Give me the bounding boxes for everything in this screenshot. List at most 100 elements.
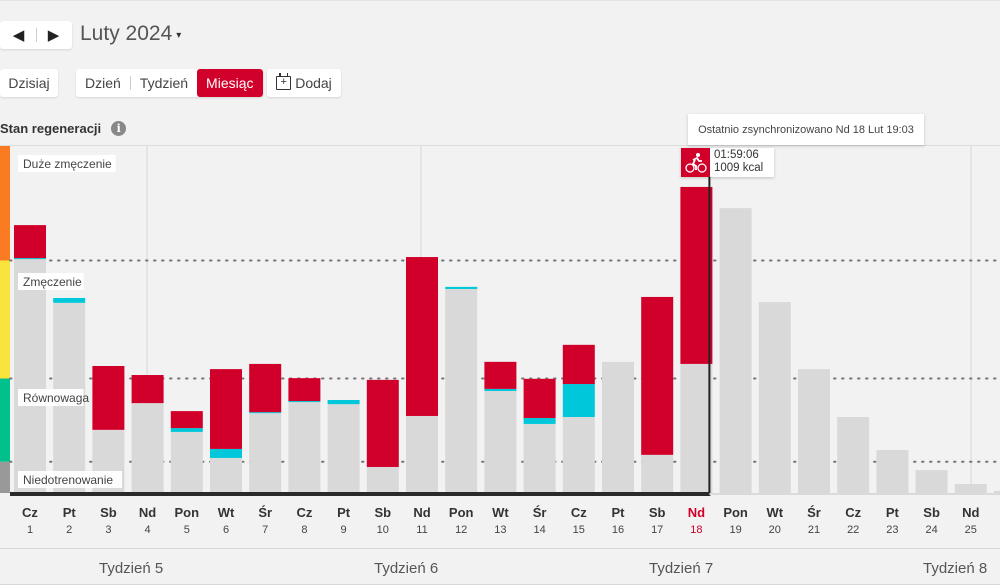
zone-label-bg <box>18 471 122 488</box>
add-button[interactable]: + Dodaj <box>267 69 341 97</box>
day-name: Nd <box>413 505 431 520</box>
activity-marker[interactable]: 01:59:06 1009 kcal <box>681 148 775 177</box>
bar-load-5 <box>170 411 203 429</box>
day-date: 23 <box>886 524 899 536</box>
day-name: Pt <box>337 505 351 520</box>
day-label[interactable]: Sb 3 <box>88 497 128 536</box>
day-label[interactable]: Nd 11 <box>402 497 442 536</box>
bar-gain-5 <box>170 428 203 432</box>
bar-load-6 <box>210 369 242 449</box>
axis-divider <box>0 548 1000 549</box>
bar-gain-7 <box>249 412 282 414</box>
day-label[interactable]: Nd 25 <box>951 497 991 536</box>
day-date: 21 <box>807 524 821 536</box>
cycling-icon[interactable] <box>681 148 710 177</box>
day-name: Wt <box>492 505 509 520</box>
day-date: 6 <box>222 524 230 536</box>
view-month-tab[interactable]: Miesiąc <box>197 69 263 97</box>
day-name: Pt <box>885 505 899 520</box>
day-date: 15 <box>572 524 585 536</box>
activity-summary: 01:59:06 1009 kcal <box>710 148 774 177</box>
activity-calories: 1009 kcal <box>714 162 764 174</box>
zone-label-bg <box>18 273 84 290</box>
add-label: Dodaj <box>295 75 332 91</box>
day-name: Pt <box>62 505 76 520</box>
day-date: 12 <box>455 524 468 536</box>
day-label[interactable]: Pon 12 <box>441 497 481 536</box>
day-label[interactable]: Nd 4 <box>128 497 168 536</box>
day-date: 4 <box>144 524 151 536</box>
day-name: Cz <box>22 505 38 520</box>
day-label[interactable]: Sb 24 <box>912 497 952 536</box>
recovery-chart: Duże zmęczenie Zmęczenie Równowaga Niedotre… <box>0 145 1000 496</box>
day-name: Wt <box>766 505 784 520</box>
bar-load-4 <box>131 375 164 404</box>
day-label[interactable]: Cz 22 <box>833 497 873 536</box>
day-date: 7 <box>262 524 269 536</box>
month-picker[interactable]: Luty 2024 ▾ <box>80 22 181 46</box>
day-label[interactable]: Cz 8 <box>284 497 324 536</box>
day-label[interactable]: Pt 9 <box>324 497 364 536</box>
day-label[interactable]: Śr 21 <box>794 497 834 536</box>
today-button[interactable]: Dzisiaj <box>0 69 58 97</box>
elapsed-period-bar <box>10 492 711 496</box>
week-label: Tydzień 6 <box>374 560 439 577</box>
day-label[interactable]: Śr 7 <box>245 497 285 536</box>
bar-load-18 <box>680 186 713 364</box>
day-label[interactable]: Pon 5 <box>167 497 207 536</box>
activity-duration: 01:59:06 <box>714 149 759 161</box>
day-name: Pon <box>723 505 748 520</box>
day-date: 13 <box>494 524 507 536</box>
zone-strip-3 <box>0 461 10 493</box>
day-name: Pt <box>611 505 625 520</box>
day-label[interactable]: Sb 17 <box>637 497 677 536</box>
day-date: 20 <box>768 524 781 536</box>
day-label[interactable]: Śr 14 <box>520 497 560 536</box>
bar-baseline-12 <box>445 288 478 493</box>
zone-label: Niedotrenowanie <box>23 473 113 487</box>
bar-baseline-7 <box>249 412 282 493</box>
day-label[interactable]: Nd 18 <box>676 497 716 536</box>
bar-gain-9 <box>327 400 360 405</box>
day-label[interactable]: Cz 15 <box>559 497 599 536</box>
day-label[interactable]: Wt 20 <box>755 497 795 536</box>
day-label[interactable]: P 26 <box>990 497 1000 536</box>
day-label[interactable]: Pt 16 <box>598 497 638 536</box>
day-label[interactable]: Pt 23 <box>872 497 912 536</box>
day-label[interactable]: Wt 6 <box>206 497 246 536</box>
bar-baseline-23 <box>876 449 909 493</box>
day-label[interactable]: Pt 2 <box>49 497 89 536</box>
info-icon[interactable]: i <box>111 121 127 136</box>
view-week-tab[interactable]: Tydzień <box>139 75 189 91</box>
bar-baseline-18 <box>680 363 713 493</box>
day-label[interactable]: Wt 13 <box>480 497 520 536</box>
day-label[interactable]: Sb 10 <box>363 497 403 536</box>
bar-gain-2 <box>53 297 86 303</box>
bar-load-10 <box>366 379 399 467</box>
view-day-tab[interactable]: Dzień <box>85 75 121 91</box>
section-header: Stan regeneracji i <box>0 121 127 136</box>
day-date: 5 <box>183 524 190 536</box>
day-name: Pon <box>174 505 200 520</box>
day-name: Pon <box>448 505 474 520</box>
view-switcher: Dzień Tydzień Miesiąc <box>76 69 263 97</box>
previous-month-button[interactable]: ◀ <box>12 27 25 44</box>
zone-label: Zmęczenie <box>23 275 82 289</box>
next-month-button[interactable]: ▶ <box>47 27 60 44</box>
day-name: Cz <box>570 505 587 520</box>
day-date: 16 <box>611 524 625 536</box>
day-label[interactable]: Cz 1 <box>10 497 50 536</box>
bar-baseline-11 <box>406 415 438 493</box>
bar-baseline-20 <box>758 302 791 493</box>
bar-baseline-17 <box>641 454 674 493</box>
day-name: P <box>990 505 1000 520</box>
month-nav: ◀ ▶ <box>0 21 72 49</box>
bar-baseline-6 <box>210 457 242 493</box>
day-name: Nd <box>962 505 980 520</box>
bar-baseline-13 <box>484 390 517 493</box>
day-name: Nd <box>138 505 157 520</box>
bar-load-13 <box>484 361 517 389</box>
day-date: 3 <box>105 524 112 536</box>
day-label[interactable]: Pon 19 <box>716 497 756 536</box>
day-name: Sb <box>923 505 940 520</box>
